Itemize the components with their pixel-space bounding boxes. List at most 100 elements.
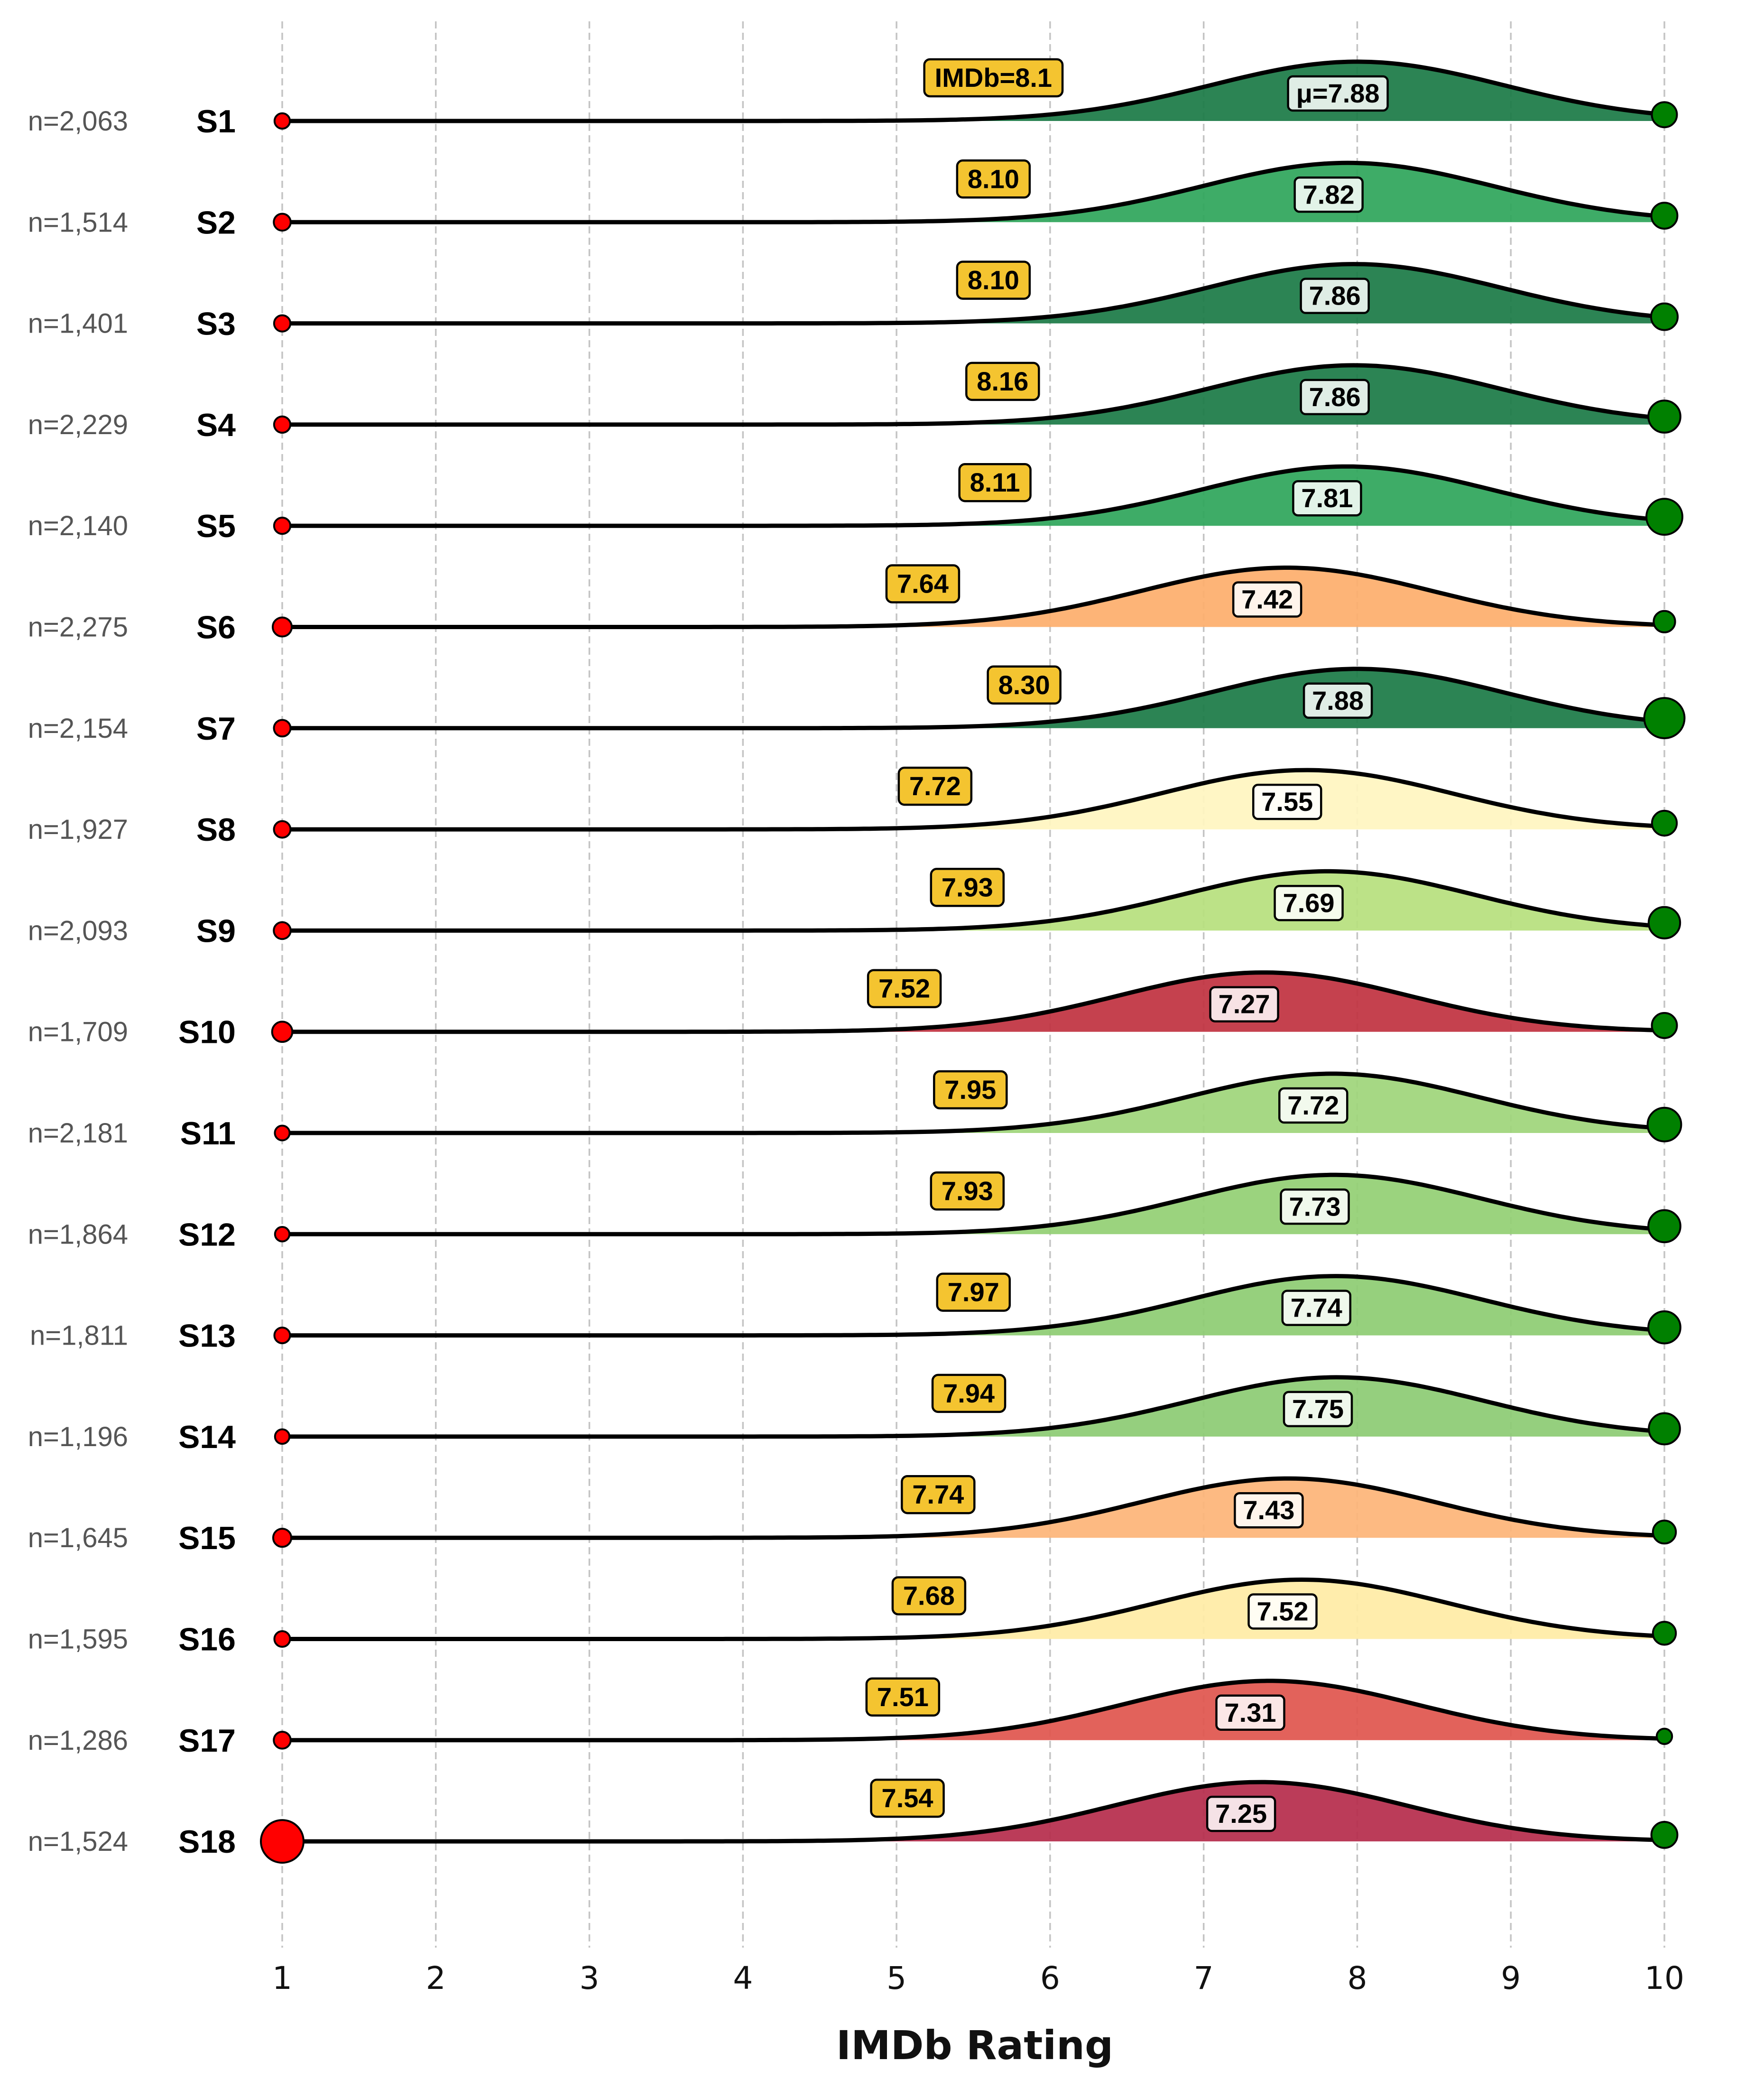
imdb-badge-text: 8.10 xyxy=(968,164,1019,194)
mean-badge-text: 7.75 xyxy=(1292,1394,1344,1424)
season-label: S18 xyxy=(178,1824,236,1860)
season-label: S12 xyxy=(178,1216,236,1253)
imdb-badge-text: 8.16 xyxy=(977,366,1028,396)
imdb-badge xyxy=(897,766,973,806)
rating-1-dot xyxy=(273,112,291,130)
rating-1-dot xyxy=(273,415,292,434)
sample-size-label: n=2,154 xyxy=(28,713,128,744)
ridge-fill xyxy=(714,1175,1664,1235)
imdb-badge xyxy=(956,260,1031,300)
ridge-fill xyxy=(714,871,1664,931)
mean-badge xyxy=(1293,176,1364,213)
rating-10-dot xyxy=(1652,1519,1677,1545)
rating-10-dot xyxy=(1647,1310,1681,1345)
rating-1-dot xyxy=(273,1630,291,1648)
ridge-line xyxy=(282,160,1665,224)
sample-size-label: n=1,811 xyxy=(30,1320,128,1351)
imdb-badge xyxy=(933,1070,1008,1110)
ridge-line xyxy=(282,1375,1665,1439)
sample-size-label: n=1,514 xyxy=(28,207,128,238)
ridge-line xyxy=(282,262,1665,326)
imdb-badge-text: 8.10 xyxy=(968,265,1019,295)
ridge-row: n=2,093 S9 7.93 7.69 xyxy=(28,868,1681,949)
rating-1-dot xyxy=(271,616,293,638)
sample-size-label: n=2,093 xyxy=(28,915,128,946)
ridge-line xyxy=(282,1071,1665,1135)
imdb-badge-text: 7.94 xyxy=(943,1378,995,1408)
season-label: S13 xyxy=(178,1318,236,1354)
sample-size-label: n=2,063 xyxy=(28,106,128,137)
season-label: S2 xyxy=(196,204,236,241)
season-label: S5 xyxy=(196,508,236,544)
sample-size-label: n=2,181 xyxy=(28,1118,128,1149)
rating-1-dot xyxy=(260,1819,305,1864)
season-label: S4 xyxy=(196,407,236,443)
sample-size-label: n=1,286 xyxy=(28,1725,128,1756)
season-label: S14 xyxy=(178,1419,236,1455)
sample-size-label: n=2,275 xyxy=(28,612,128,643)
mean-badge xyxy=(1234,1492,1304,1529)
sample-size-label: n=1,927 xyxy=(28,814,128,845)
mean-badge-text: 7.74 xyxy=(1291,1293,1342,1323)
imdb-badge xyxy=(987,665,1062,705)
ridge-line xyxy=(282,1780,1665,1844)
mean-badge-text: 7.43 xyxy=(1243,1495,1294,1525)
mean-badge xyxy=(1278,1087,1348,1124)
ridge-row: n=1,196 S14 7.94 7.75 xyxy=(28,1374,1681,1455)
mean-badge xyxy=(1300,379,1370,416)
ridge-line xyxy=(282,1172,1665,1236)
x-tick-label: 1 xyxy=(272,1960,292,1996)
ridge-fill xyxy=(714,1579,1664,1639)
mean-badge-text: 7.27 xyxy=(1219,989,1270,1019)
imdb-badge-text: 7.64 xyxy=(897,569,949,599)
ridge-line xyxy=(282,667,1665,731)
ridge-fill xyxy=(714,1478,1664,1538)
mean-badge-text: 7.52 xyxy=(1257,1597,1309,1626)
ridge-line xyxy=(282,1274,1665,1338)
mean-badge xyxy=(1292,480,1362,517)
ridges: n=2,063 S1 IMDb=8.1 μ=7.88 n=1,514 S2 8.10 7.82… xyxy=(28,58,1686,1864)
sample-size-label: n=1,864 xyxy=(28,1219,128,1250)
ridge-fill xyxy=(714,466,1664,526)
ridge-row: n=1,645 S15 7.74 7.43 xyxy=(28,1475,1677,1556)
imdb-badge-text: 7.74 xyxy=(912,1479,964,1509)
x-tick-label: 10 xyxy=(1644,1960,1684,1996)
ridge-fill xyxy=(714,770,1664,830)
rating-10-dot xyxy=(1648,1412,1681,1446)
rating-1-dot xyxy=(273,921,292,940)
rating-10-dot xyxy=(1647,399,1681,434)
mean-badge xyxy=(1232,581,1302,618)
mean-badge-text: 7.86 xyxy=(1309,382,1361,412)
ridge-row: n=2,275 S6 7.64 7.42 xyxy=(28,564,1676,646)
ridge-row: n=1,864 S12 7.93 7.73 xyxy=(28,1171,1681,1253)
imdb-badge-text: IMDb=8.1 xyxy=(935,63,1052,93)
ridge-line xyxy=(282,869,1665,933)
ridge-fill xyxy=(714,567,1664,627)
ridge-line xyxy=(282,566,1665,629)
rating-10-dot xyxy=(1651,1012,1678,1039)
ridge-fill xyxy=(714,1074,1664,1133)
season-label: S6 xyxy=(196,610,236,646)
rating-1-dot xyxy=(273,820,292,839)
sample-size-label: n=1,709 xyxy=(28,1017,128,1048)
mean-badge-text: 7.82 xyxy=(1303,179,1355,209)
sample-size-label: n=1,595 xyxy=(28,1624,128,1655)
mean-badge-text: 7.69 xyxy=(1283,888,1335,918)
x-tick-label: 3 xyxy=(580,1960,600,1996)
ridge-row: n=1,401 S3 8.10 7.86 xyxy=(28,260,1679,342)
mean-badge xyxy=(1206,1795,1276,1832)
mean-badge-text: μ=7.88 xyxy=(1296,78,1380,108)
x-tick-label: 8 xyxy=(1347,1960,1367,1996)
mean-badge-text: 7.55 xyxy=(1261,787,1313,817)
x-tick-label: 2 xyxy=(426,1960,446,1996)
rating-10-dot xyxy=(1651,101,1678,129)
sample-size-label: n=1,645 xyxy=(28,1523,128,1553)
season-label: S16 xyxy=(178,1622,236,1658)
rating-1-dot xyxy=(274,1124,291,1142)
ridge-line xyxy=(282,1476,1665,1540)
mean-badge-text: 7.73 xyxy=(1289,1191,1341,1221)
imdb-badge-text: 7.54 xyxy=(882,1783,933,1813)
ridge-line xyxy=(282,768,1665,832)
season-label: S17 xyxy=(178,1723,236,1759)
imdb-badge xyxy=(956,159,1031,199)
